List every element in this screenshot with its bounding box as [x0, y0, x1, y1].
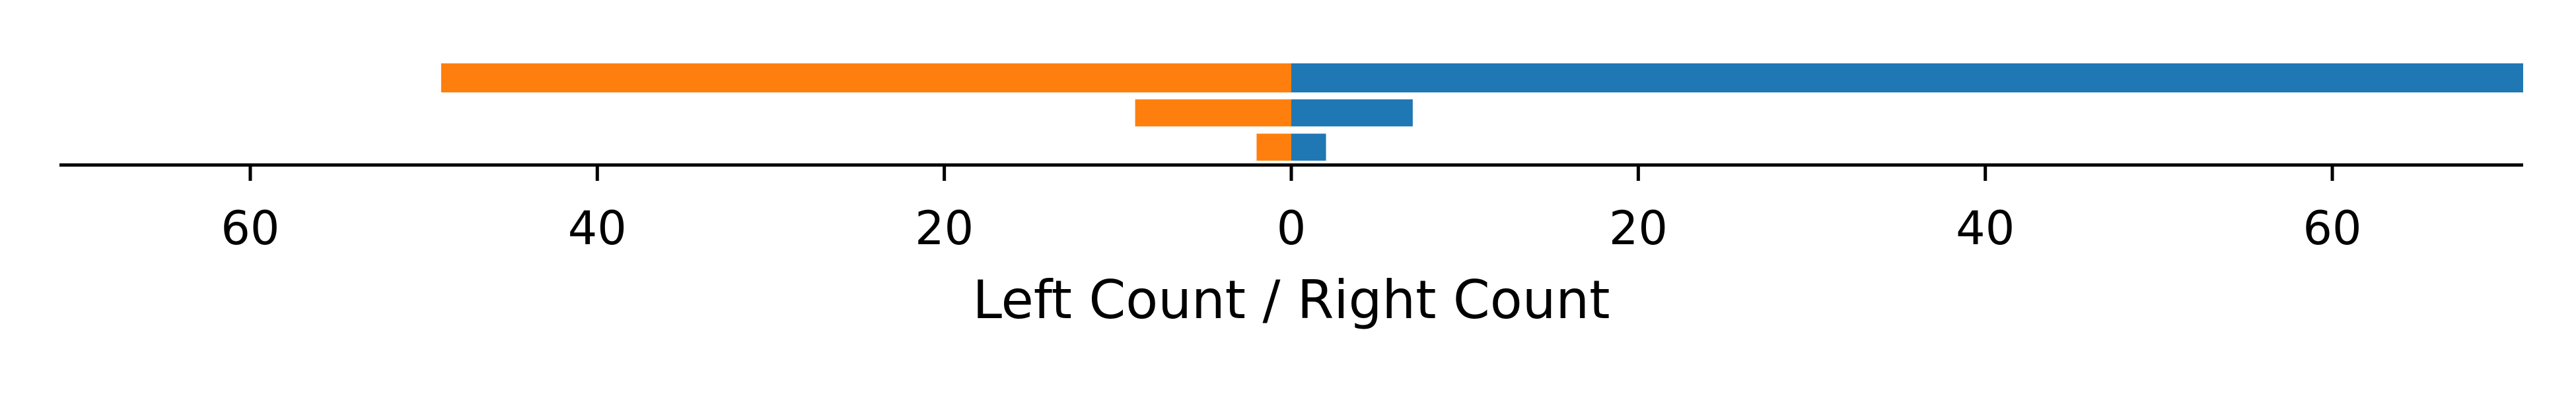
left-count-bar-3: [1256, 134, 1291, 161]
left-count-bars: [441, 63, 1291, 161]
left-count-bar-2: [1135, 100, 1291, 127]
x-tick-label: 60: [221, 201, 279, 255]
x-tick-label: 20: [1609, 201, 1668, 255]
left-count-bar-1: [441, 63, 1291, 92]
x-tick-label: 20: [915, 201, 974, 255]
right-count-bar-3: [1291, 134, 1326, 161]
right-count-bar-2: [1291, 100, 1413, 127]
x-tick-label: 60: [2303, 201, 2362, 255]
x-axis-ticks: 60 40 20 0 20 40 60: [221, 165, 2361, 255]
x-tick-label: 40: [568, 201, 627, 255]
right-count-bar-1: [1291, 63, 2523, 92]
x-tick-label: 0: [1277, 201, 1306, 255]
right-count-bars: [1291, 63, 2523, 161]
x-axis-label: Left Count / Right Count: [973, 269, 1610, 331]
x-tick-label: 40: [1956, 201, 2015, 255]
